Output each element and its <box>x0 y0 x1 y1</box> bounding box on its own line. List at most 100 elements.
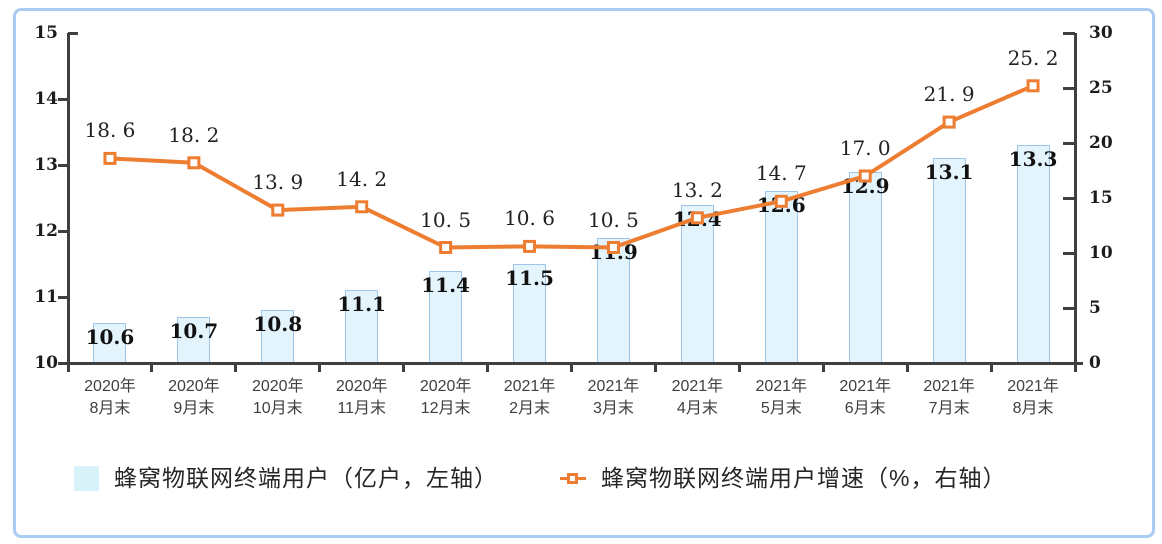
x-axis-category-label: 2021年 2月末 <box>486 376 574 420</box>
bar <box>932 158 966 362</box>
right-axis-tick <box>1063 361 1075 365</box>
bar <box>513 264 547 362</box>
bar-value-label: 11.5 <box>505 266 554 290</box>
x-axis-tick <box>318 363 322 372</box>
x-label-month: 2月末 <box>509 400 550 417</box>
x-label-month: 3月末 <box>593 400 634 417</box>
line-marker <box>606 241 620 254</box>
right-axis-tick <box>1063 86 1075 90</box>
left-axis-tick <box>58 97 68 101</box>
right-axis-tick <box>1063 306 1075 310</box>
line-value-label: 25. 2 <box>1007 45 1059 70</box>
right-axis-tick <box>1063 251 1075 255</box>
x-axis-tick <box>150 363 154 372</box>
right-axis-tick-label: 20 <box>1089 133 1113 153</box>
right-axis-tick-label: 25 <box>1089 78 1113 98</box>
x-label-month: 4月末 <box>676 400 718 417</box>
left-axis-tick <box>68 31 78 35</box>
x-axis-category-label: 2021年 4月末 <box>653 376 741 420</box>
left-axis-line <box>66 33 70 363</box>
x-label-month: 10月末 <box>252 400 303 417</box>
legend-marker-square <box>567 472 578 484</box>
line-value-label: 10. 5 <box>588 207 639 232</box>
x-label-month: 11月末 <box>337 400 387 417</box>
bar-value-label: 10.8 <box>253 312 303 337</box>
left-axis-tick <box>58 361 68 365</box>
x-axis-tick <box>989 363 993 372</box>
line-marker <box>187 156 201 170</box>
x-axis-category-label: 2021年 7月末 <box>905 376 993 420</box>
x-label-year: 2021年 <box>587 378 640 395</box>
right-axis-tick <box>1063 31 1075 35</box>
right-axis-tick-label: 0 <box>1089 353 1101 373</box>
legend-marker-line <box>560 472 586 485</box>
legend-label-line: 蜂窝物联网终端用户增速（%，右轴） <box>601 465 1007 491</box>
x-axis-tick <box>1073 363 1077 372</box>
right-axis-tick-label: 15 <box>1089 188 1113 208</box>
x-label-year: 2021年 <box>671 378 724 395</box>
right-axis-tick-label: 5 <box>1089 298 1101 318</box>
left-axis-tick-label: 15 <box>34 23 58 43</box>
line-value-label: 14. 2 <box>336 166 388 191</box>
x-axis-tick <box>737 363 741 372</box>
bar <box>429 270 463 362</box>
x-axis-tick <box>821 363 825 372</box>
right-axis-line <box>1073 33 1077 363</box>
x-axis-tick <box>66 363 70 372</box>
x-label-month: 9月末 <box>173 400 215 417</box>
x-axis-tick <box>234 363 238 372</box>
x-label-year: 2021年 <box>503 378 556 395</box>
bar <box>848 171 882 362</box>
bar-value-label: 11.4 <box>421 272 470 297</box>
line-marker <box>355 200 369 214</box>
line-marker <box>439 241 453 254</box>
line-marker <box>858 169 872 183</box>
x-axis-tick <box>570 363 573 372</box>
bar <box>261 310 295 362</box>
x-label-month: 8月末 <box>1012 400 1054 417</box>
x-label-year: 2021年 <box>923 378 975 395</box>
x-axis-tick <box>486 363 490 372</box>
x-label-month: 6月末 <box>844 400 886 417</box>
line-marker <box>942 115 956 129</box>
bar <box>596 237 630 362</box>
right-axis-tick-label: 30 <box>1089 23 1113 43</box>
bar <box>93 323 127 362</box>
legend-label-bar: 蜂窝物联网终端用户（亿户，左轴） <box>114 465 498 491</box>
line-value-label: 10. 6 <box>504 206 555 231</box>
line-value-label: 10. 5 <box>420 207 472 232</box>
bar-value-label: 10.6 <box>85 325 135 350</box>
line-value-label: 13. 2 <box>671 177 723 202</box>
left-axis-tick-label: 10 <box>34 353 58 373</box>
bar-value-label: 13.3 <box>1008 147 1058 172</box>
line-marker <box>1026 79 1040 93</box>
x-label-month: 7月末 <box>928 400 970 417</box>
left-axis-tick-label: 14 <box>34 89 58 109</box>
legend-item-users: 蜂窝物联网终端用户（亿户，左轴） <box>74 463 498 493</box>
bar-value-label: 11.1 <box>337 292 387 317</box>
line-marker <box>690 211 704 225</box>
x-label-month: 5月末 <box>760 400 802 417</box>
line-marker <box>103 151 117 165</box>
x-axis-category-label: 2020年 12月末 <box>402 376 490 420</box>
right-axis-tick-label: 10 <box>1089 243 1113 263</box>
line-value-label: 18. 2 <box>168 122 220 147</box>
growth-line <box>109 83 1034 250</box>
bar <box>345 290 379 362</box>
x-axis-tick <box>653 363 657 372</box>
x-label-year: 2020年 <box>84 378 136 395</box>
x-axis-category-label: 2020年 10月末 <box>234 376 322 420</box>
line-value-label: 13. 9 <box>252 170 304 195</box>
x-axis-category-label: 2020年 9月末 <box>150 376 238 420</box>
x-label-year: 2021年 <box>839 378 891 395</box>
x-label-year: 2020年 <box>419 378 472 395</box>
x-axis-category-label: 2021年 3月末 <box>569 376 657 420</box>
left-axis-tick <box>58 229 68 233</box>
x-label-year: 2020年 <box>335 378 388 395</box>
x-axis-category-label: 2021年 5月末 <box>737 376 825 420</box>
line-marker <box>774 194 788 208</box>
left-axis-tick-label: 11 <box>34 287 58 307</box>
